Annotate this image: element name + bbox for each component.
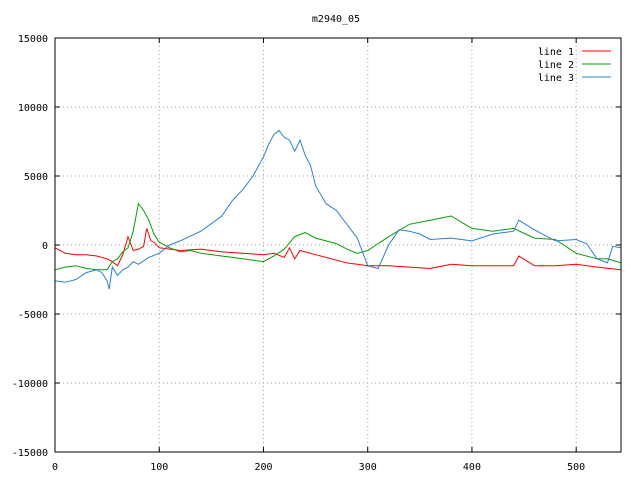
legend-label: line 1 xyxy=(538,47,574,58)
x-tick-label: 100 xyxy=(150,462,168,473)
x-tick-label: 400 xyxy=(463,462,481,473)
x-tick-label: 200 xyxy=(254,462,272,473)
y-tick-label: -5000 xyxy=(18,310,48,321)
y-tick-label: 5000 xyxy=(24,172,48,183)
y-axis-tick-labels: -15000 -10000 -5000 0 5000 10000 15000 xyxy=(12,34,48,459)
grid-lines xyxy=(55,38,621,452)
x-tick-label: 300 xyxy=(359,462,377,473)
y-tick-label: 10000 xyxy=(18,103,48,114)
legend-label: line 3 xyxy=(538,73,574,84)
axis-ticks xyxy=(54,37,621,453)
series-line-2 xyxy=(54,202,622,271)
series-lines xyxy=(54,129,622,290)
y-tick-label: -10000 xyxy=(12,379,48,390)
y-tick-label: -15000 xyxy=(12,448,48,459)
legend-label: line 2 xyxy=(538,60,574,71)
y-tick-label: 0 xyxy=(42,241,48,252)
x-axis-tick-labels: 0 100 200 300 400 500 xyxy=(52,462,585,473)
x-tick-label: 0 xyxy=(52,462,58,473)
legend: line 1 line 2 line 3 xyxy=(538,47,611,84)
series-line-3 xyxy=(54,129,622,290)
x-tick-label: 500 xyxy=(567,462,585,473)
y-tick-label: 15000 xyxy=(18,34,48,45)
series-line-1 xyxy=(54,228,622,271)
chart-title: m2940_05 xyxy=(312,14,360,25)
